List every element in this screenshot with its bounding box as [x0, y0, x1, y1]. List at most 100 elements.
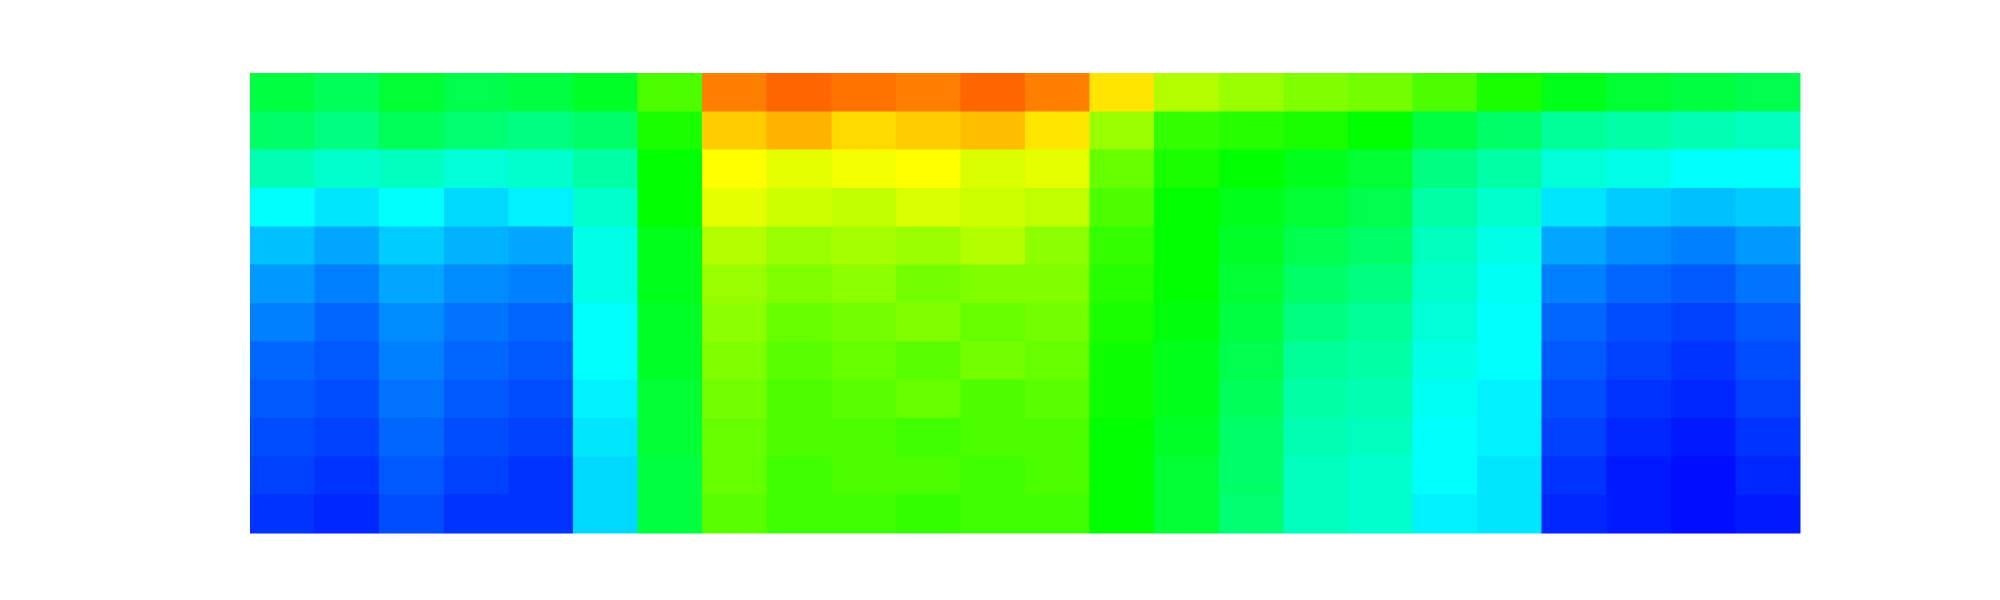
- heatmap-cell: [895, 149, 961, 189]
- heatmap-cell: [960, 149, 1026, 189]
- heatmap-cell: [895, 379, 961, 419]
- heatmap-cell: [572, 149, 638, 189]
- heatmap-cell: [702, 456, 768, 496]
- heatmap-cell: [831, 264, 897, 304]
- heatmap-cell: [1283, 226, 1349, 266]
- heatmap-cell: [1154, 303, 1220, 342]
- heatmap-cell: [960, 494, 1026, 534]
- heatmap-cell: [1218, 494, 1284, 534]
- heatmap-cell: [831, 188, 897, 227]
- heatmap-cell: [1541, 303, 1607, 342]
- heatmap-cell: [637, 149, 703, 189]
- heatmap-cell: [250, 379, 316, 419]
- heatmap-cell: [379, 418, 445, 457]
- heatmap-cell: [1412, 73, 1478, 112]
- heatmap-cell: [1477, 494, 1543, 534]
- heatmap-cell: [895, 73, 961, 112]
- heatmap-cell: [1541, 73, 1607, 112]
- heatmap-cell: [379, 494, 445, 534]
- heatmap-cell: [1735, 379, 1801, 419]
- heatmap-cell: [1089, 494, 1155, 534]
- heatmap-cell: [637, 264, 703, 304]
- heatmap-cell: [960, 188, 1026, 227]
- heatmap-cell: [1412, 149, 1478, 189]
- heatmap-cell: [1218, 188, 1284, 227]
- heatmap-cell: [572, 111, 638, 151]
- heatmap-cell: [1154, 73, 1220, 112]
- heatmap-cell: [1089, 111, 1155, 151]
- heatmap-cell: [1477, 73, 1543, 112]
- heatmap-cell: [702, 379, 768, 419]
- heatmap-cell: [1606, 456, 1672, 496]
- heatmap-cell: [250, 188, 316, 227]
- heatmap-cell: [1541, 188, 1607, 227]
- heatmap-cell: [960, 303, 1026, 342]
- heatmap-cell: [766, 379, 832, 419]
- heatmap-cell: [379, 149, 445, 189]
- heatmap-cell: [1283, 111, 1349, 151]
- heatmap-cell: [637, 188, 703, 227]
- heatmap-cell: [960, 418, 1026, 457]
- heatmap-cell: [895, 111, 961, 151]
- heatmap-cell: [1541, 494, 1607, 534]
- heatmap-cell: [1541, 379, 1607, 419]
- plot-area: [250, 73, 1801, 534]
- heatmap-cell: [637, 73, 703, 112]
- heatmap-cell: [1218, 111, 1284, 151]
- heatmap-cell: [1218, 418, 1284, 457]
- heatmap-cell: [1541, 264, 1607, 304]
- heatmap-cell: [1089, 303, 1155, 342]
- heatmap-cell: [1735, 226, 1801, 266]
- heatmap-cell: [1283, 456, 1349, 496]
- heatmap-cell: [443, 226, 509, 266]
- heatmap-cell: [960, 111, 1026, 151]
- heatmap-cell: [702, 188, 768, 227]
- heatmap-cell: [960, 379, 1026, 419]
- heatmap-cell: [1283, 188, 1349, 227]
- heatmap-cell: [1412, 111, 1478, 151]
- heatmap-cell: [1025, 494, 1091, 534]
- heatmap-cell: [443, 149, 509, 189]
- heatmap-cell: [1347, 226, 1413, 266]
- heatmap-cell: [1025, 149, 1091, 189]
- heatmap-cell: [766, 456, 832, 496]
- heatmap-cell: [831, 226, 897, 266]
- heatmap-cell: [1412, 264, 1478, 304]
- heatmap-cell: [895, 494, 961, 534]
- heatmap-cell: [637, 456, 703, 496]
- heatmap-cell: [443, 456, 509, 496]
- heatmap-cell: [379, 111, 445, 151]
- heatmap-cell: [250, 149, 316, 189]
- heatmap-cell: [443, 494, 509, 534]
- heatmap-cell: [1089, 226, 1155, 266]
- heatmap-cell: [766, 303, 832, 342]
- heatmap-cell: [508, 111, 574, 151]
- heatmap-cell: [1154, 418, 1220, 457]
- heatmap-cell: [443, 379, 509, 419]
- heatmap-cell: [572, 341, 638, 381]
- heatmap-cell: [1541, 418, 1607, 457]
- heatmap-cell: [1154, 494, 1220, 534]
- heatmap-cell: [1670, 73, 1736, 112]
- heatmap-cell: [379, 456, 445, 496]
- heatmap-cell: [1347, 456, 1413, 496]
- heatmap-cell: [572, 494, 638, 534]
- heatmap-cell: [1541, 111, 1607, 151]
- heatmap-cell: [508, 149, 574, 189]
- heatmap-cell: [1477, 188, 1543, 227]
- heatmap-cell: [766, 418, 832, 457]
- heatmap-cell: [1670, 188, 1736, 227]
- heatmap-cell: [1347, 111, 1413, 151]
- heatmap-cell: [831, 149, 897, 189]
- heatmap-cell: [895, 418, 961, 457]
- heatmap-cell: [1735, 456, 1801, 496]
- heatmap-cell: [314, 264, 380, 304]
- heatmap-cell: [1606, 73, 1672, 112]
- heatmap-cell: [831, 73, 897, 112]
- heatmap-cell: [1735, 418, 1801, 457]
- heatmap-cell: [314, 418, 380, 457]
- heatmap-cell: [637, 418, 703, 457]
- heatmap-cell: [1477, 149, 1543, 189]
- heatmap-cell: [1089, 418, 1155, 457]
- heatmap-cell: [895, 456, 961, 496]
